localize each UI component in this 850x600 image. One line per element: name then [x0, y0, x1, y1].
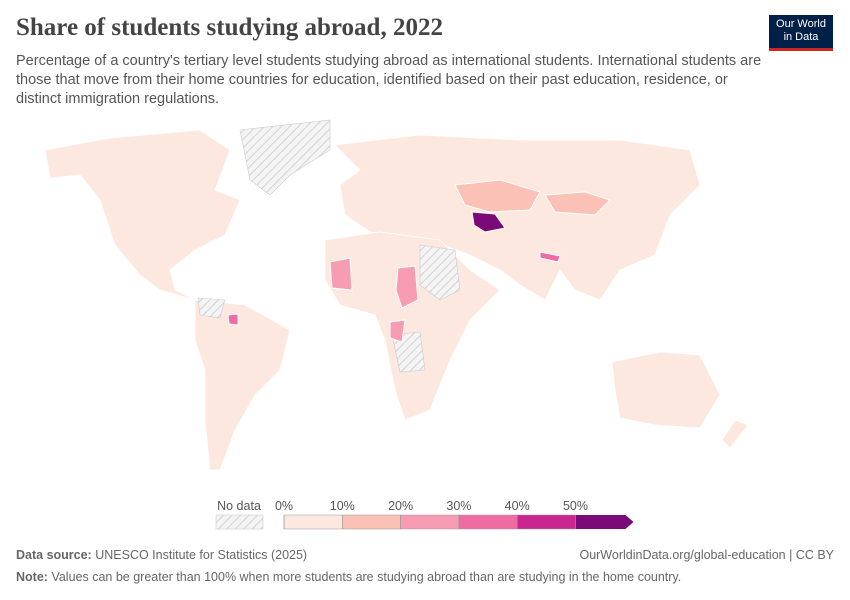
legend-bin	[342, 514, 401, 530]
legend-bin	[516, 514, 576, 530]
logo-line: in Data	[783, 31, 819, 43]
legend-tick-label: 30%	[446, 499, 471, 513]
legend-bin	[283, 514, 343, 530]
mongolia	[544, 191, 611, 216]
nepal	[539, 251, 561, 263]
africa	[324, 231, 501, 421]
subtitle: Percentage of a country's tertiary level…	[16, 53, 762, 107]
logo[interactable]: Our World in Data	[769, 15, 833, 51]
venezuela	[197, 297, 226, 319]
no-data-label: No data	[217, 499, 261, 513]
turkmenistan	[471, 211, 506, 233]
south-america	[194, 299, 291, 471]
guyana	[227, 313, 239, 326]
legend-tick-label: 20%	[388, 499, 413, 513]
legend-tick-label: 40%	[505, 499, 530, 513]
australia	[611, 351, 721, 429]
new-zealand	[721, 419, 749, 449]
eurasia	[334, 134, 701, 301]
congo	[389, 319, 406, 343]
legend-bin	[458, 514, 518, 530]
legend-tick-label: 10%	[330, 499, 355, 513]
logo-line: Our World	[776, 18, 826, 30]
legend-tick-label: 0%	[275, 499, 293, 513]
mauritania	[329, 257, 353, 291]
source: Data source: UNESCO Institute for Statis…	[16, 548, 307, 562]
note: Note: Values can be greater than 100% wh…	[16, 570, 681, 584]
legend-bin	[400, 514, 460, 530]
greenland	[239, 119, 331, 196]
title: Share of students studying abroad, 2022	[16, 14, 443, 41]
note-label: Note:	[16, 570, 48, 584]
chad	[395, 265, 419, 309]
legend-bin	[575, 515, 634, 529]
central-africa	[391, 331, 426, 373]
legend-tick-label: 50%	[563, 499, 588, 513]
kazakhstan	[454, 179, 541, 213]
libya-sudan	[419, 244, 461, 301]
north-america	[44, 129, 241, 301]
url[interactable]: OurWorldinData.org/global-education | CC…	[579, 548, 834, 562]
source-label: Data source:	[16, 548, 92, 562]
note-text: Values can be greater than 100% when mor…	[51, 570, 682, 584]
source-text: UNESCO Institute for Statistics (2025)	[95, 548, 308, 562]
no-data-swatch	[215, 514, 264, 530]
